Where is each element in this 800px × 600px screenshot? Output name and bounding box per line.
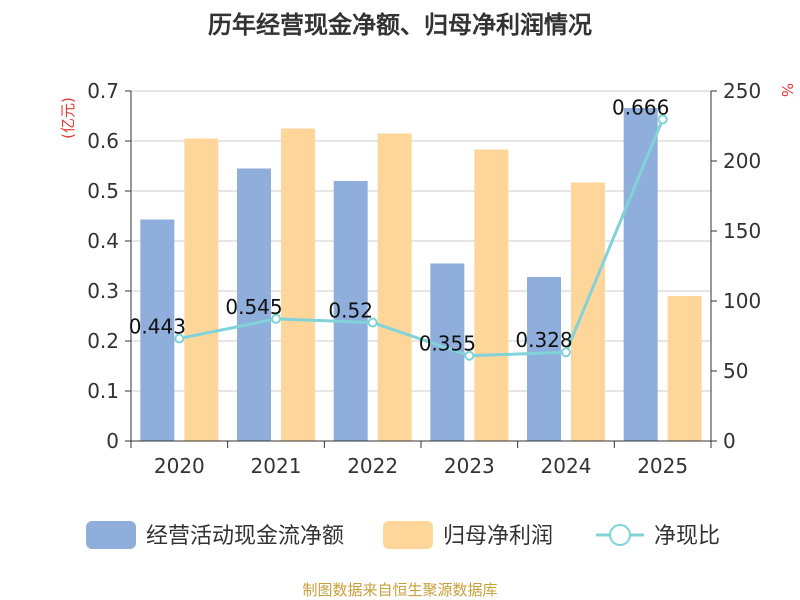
cashflow-bar: [527, 277, 561, 441]
data-labels: 0.443 0.545 0.52 0.355 0.328 0.666: [129, 95, 670, 355]
bars: [140, 108, 702, 441]
x-tick-label: 2025: [637, 454, 688, 478]
right-tick-label: 100: [723, 289, 761, 313]
left-tick-label: 0.4: [87, 229, 119, 253]
legend-swatch-profit: [383, 521, 433, 549]
ratio-data-label: 0.443: [129, 315, 186, 339]
left-tick-label: 0.1: [87, 379, 119, 403]
right-tick-label: 150: [723, 219, 761, 243]
legend-swatch-cashflow: [86, 521, 136, 549]
left-axis-unit: (亿元): [59, 97, 77, 139]
right-tick-label: 200: [723, 149, 761, 173]
source-note: 制图数据来自恒生聚源数据库: [302, 581, 497, 599]
right-axis-unit: %: [778, 83, 796, 97]
cashflow-bar: [237, 168, 271, 441]
right-tick-label: 250: [723, 79, 761, 103]
profit-bar: [571, 182, 605, 441]
ratio-point: [174, 333, 185, 344]
ratio-point: [561, 347, 571, 358]
left-tick-label: 0.5: [87, 179, 119, 203]
x-tick-label: 2021: [251, 454, 302, 478]
right-tick-label: 50: [723, 359, 748, 383]
ratio-line: [174, 114, 668, 361]
profit-bar: [377, 133, 412, 441]
profit-bar: [281, 128, 315, 441]
left-tick-label: 0.6: [87, 129, 119, 153]
left-tick-label: 0.3: [87, 279, 119, 303]
ratio-point: [271, 313, 281, 324]
x-tick-label: 2022: [347, 454, 398, 478]
x-tick-label: 2023: [444, 454, 495, 478]
ratio-point: [367, 317, 378, 328]
x-tick-label: 2024: [541, 454, 592, 478]
cashflow-bar: [333, 181, 368, 441]
ratio-data-label: 0.666: [612, 95, 669, 119]
grid: [131, 90, 711, 392]
ratio-point: [657, 114, 668, 125]
legend-marker-ratio: [609, 524, 631, 546]
ratio-data-label: 0.355: [419, 332, 476, 356]
right-tick-label: 0: [723, 429, 736, 453]
profit-bar: [184, 138, 219, 441]
left-tick-label: 0: [106, 429, 119, 453]
profit-bar: [474, 149, 509, 441]
legend-label-profit: 归母净利润: [443, 524, 553, 549]
left-tick-label: 0.7: [87, 79, 119, 103]
legend: 经营活动现金流净额 归母净利润 净现比: [86, 521, 720, 549]
profit-bar: [667, 296, 702, 441]
ratio-point: [464, 350, 475, 361]
legend-label-ratio: 净现比: [654, 524, 720, 549]
legend-label-cashflow: 经营活动现金流净额: [146, 524, 344, 549]
cashflow-bar: [140, 219, 175, 441]
chart-title: 历年经营现金净额、归母净利润情况: [208, 11, 592, 39]
ratio-data-label: 0.328: [515, 328, 572, 352]
ratio-data-label: 0.52: [328, 299, 373, 323]
ratio-data-label: 0.545: [225, 295, 282, 319]
cashflow-bar: [623, 108, 658, 441]
axes: 0 0.1 0.2 0.3 0.4 0.5 0.6 0.7 0 50 100 150 200 250 202…: [87, 79, 761, 478]
x-tick-label: 2020: [154, 454, 205, 478]
left-tick-label: 0.2: [87, 329, 119, 353]
ratio-polyline: [179, 118, 665, 358]
